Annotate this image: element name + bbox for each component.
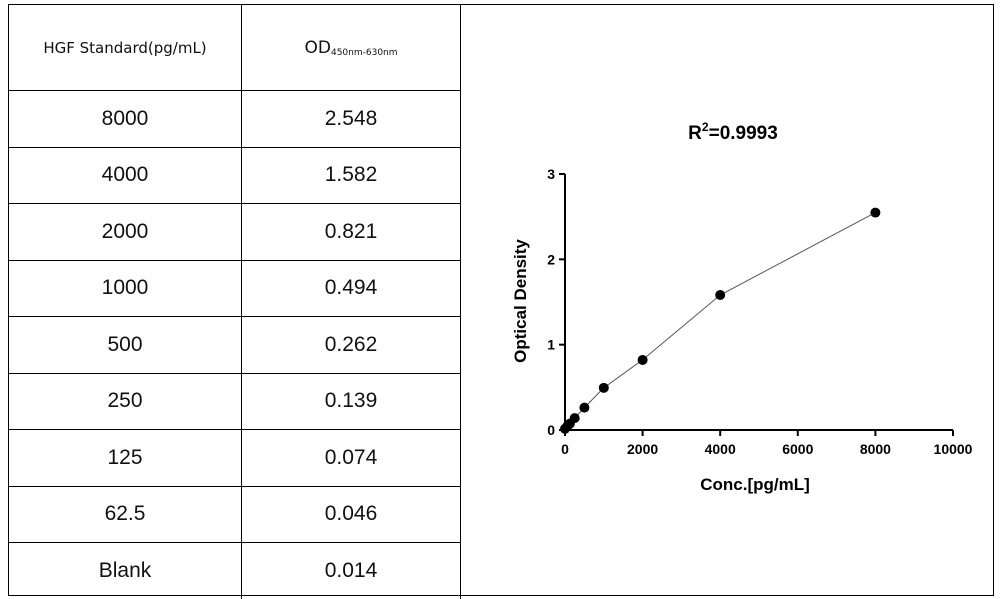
table-row: Blank 0.014 — [9, 542, 461, 599]
od-cell: 0.046 — [241, 485, 461, 543]
table-row: 500 0.262 — [9, 316, 461, 374]
table-row: 1000 0.494 — [9, 259, 461, 317]
od-cell: 0.262 — [241, 316, 461, 374]
data-point — [715, 290, 726, 301]
conc-cell: 2000 — [9, 203, 242, 261]
header-optical-density: OD450nm-630nm — [241, 5, 461, 91]
od-cell: 0.821 — [241, 203, 461, 261]
x-axis-label: Conc.[pg/mL] — [700, 475, 810, 494]
conc-cell: 8000 — [9, 90, 242, 148]
od-cell: 1.582 — [241, 146, 461, 204]
conc-cell: 1000 — [9, 259, 242, 317]
od-cell: 0.074 — [241, 429, 461, 487]
y-tick-label: 3 — [547, 166, 555, 182]
x-tick-label: 6000 — [782, 441, 813, 457]
y-axis-label: Optical Density — [511, 239, 530, 363]
data-points — [560, 207, 881, 434]
table-row: 125 0.074 — [9, 429, 461, 487]
conc-cell: Blank — [9, 542, 242, 599]
od-cell: 0.014 — [241, 542, 461, 599]
chart-title: R2=0.9993 — [688, 120, 778, 144]
od-cell: 0.494 — [241, 259, 461, 317]
x-tick-label: 8000 — [860, 441, 891, 457]
table-header-row: HGF Standard(pg/mL) OD450nm-630nm — [9, 5, 461, 91]
figure-frame: HGF Standard(pg/mL) OD450nm-630nm 8000 2.… — [8, 4, 994, 599]
header-od-wavelength: 450nm-630nm — [330, 47, 398, 58]
od-cell: 0.139 — [241, 372, 461, 430]
od-cell: 2.548 — [241, 90, 461, 148]
data-point — [637, 354, 648, 365]
fit-curve — [564, 212, 876, 430]
data-point — [579, 402, 590, 413]
header-od-main: OD — [304, 37, 331, 58]
data-point — [598, 382, 609, 393]
table-row: 2000 0.821 — [9, 203, 461, 261]
chart-title-value: =0.9993 — [709, 123, 778, 144]
x-tick-label: 10000 — [934, 441, 973, 457]
conc-cell: 250 — [9, 372, 242, 430]
standard-table: HGF Standard(pg/mL) OD450nm-630nm 8000 2.… — [9, 5, 461, 599]
data-point — [560, 423, 570, 434]
x-tick-label: 2000 — [627, 441, 658, 457]
data-point — [870, 207, 881, 218]
conc-cell: 4000 — [9, 146, 242, 204]
conc-cell: 125 — [9, 429, 242, 487]
table-row: 8000 2.548 — [9, 90, 461, 148]
chart-axes: 0 2000 4000 6000 8000 10000 0 1 2 3 — [547, 166, 972, 457]
header-concentration: HGF Standard(pg/mL) — [9, 5, 242, 91]
chart-title-sup: 2 — [702, 120, 709, 134]
x-tick-label: 0 — [561, 441, 569, 457]
y-tick-label: 2 — [547, 251, 555, 267]
chart-title-prefix: R — [688, 123, 702, 144]
y-tick-label: 1 — [547, 337, 555, 353]
conc-cell: 62.5 — [9, 485, 242, 543]
table-row: 62.5 0.046 — [9, 485, 461, 543]
x-tick-label: 4000 — [705, 441, 736, 457]
conc-cell: 500 — [9, 316, 242, 374]
table-row: 4000 1.582 — [9, 146, 461, 204]
y-tick-label: 0 — [547, 422, 555, 438]
table-row: 250 0.139 — [9, 372, 461, 430]
